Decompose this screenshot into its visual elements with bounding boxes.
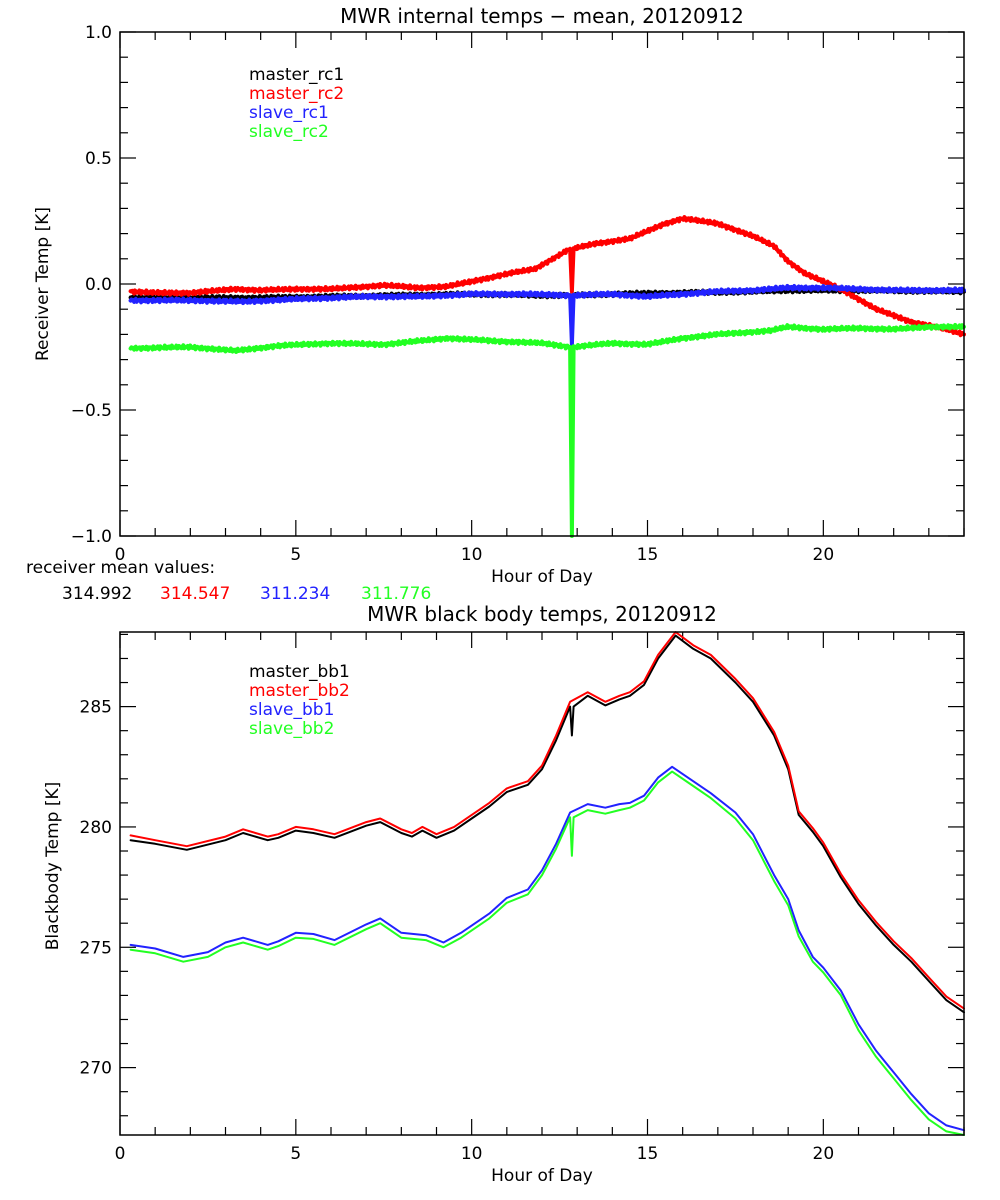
mean-value: 311.234 bbox=[260, 584, 330, 604]
x-tick-label: 15 bbox=[637, 545, 659, 565]
legend-entry-master-bb1: master_bb1 bbox=[249, 662, 350, 682]
y-tick-label: −0.5 bbox=[71, 401, 112, 421]
legend-entry-slave-bb2: slave_bb2 bbox=[249, 719, 334, 739]
legend-entry-master-bb2: master_bb2 bbox=[249, 681, 350, 701]
y-axis-label: Blackbody Temp [K] bbox=[43, 782, 63, 951]
plot-frame bbox=[119, 631, 965, 1136]
legend-entry-slave-rc1: slave_rc1 bbox=[249, 103, 329, 123]
legend-entry-master-rc1: master_rc1 bbox=[249, 65, 344, 85]
series-line-master-bb1 bbox=[129, 634, 965, 1014]
x-tick-label: 5 bbox=[290, 545, 301, 565]
tick-labels: 0 5 10 15 20 270 275 280 285 bbox=[80, 698, 835, 1164]
y-tick-label: 0.5 bbox=[85, 149, 112, 169]
series-line-master-rc2 bbox=[128, 215, 966, 338]
legend-entry-master-rc2: master_rc2 bbox=[249, 84, 344, 104]
y-tick-label: 270 bbox=[80, 1059, 112, 1079]
series-line-slave-bb1 bbox=[129, 765, 965, 1132]
y-axis-label: Receiver Temp [K] bbox=[33, 207, 53, 361]
x-tick-label: 10 bbox=[461, 545, 483, 565]
series-line-master-bb2 bbox=[129, 631, 965, 1010]
x-axis-label: Hour of Day bbox=[491, 567, 593, 587]
series-group bbox=[129, 631, 965, 1136]
series-group bbox=[128, 215, 966, 538]
mean-value: 314.992 bbox=[62, 584, 132, 604]
series-line-slave-bb2 bbox=[129, 770, 965, 1136]
y-tick-label: 280 bbox=[80, 818, 112, 838]
y-tick-label: 285 bbox=[80, 698, 112, 718]
x-tick-label: 0 bbox=[115, 1144, 126, 1164]
plot-frame bbox=[119, 31, 965, 537]
legend-entry-slave-rc2: slave_rc2 bbox=[249, 122, 329, 142]
legend-entry-slave-bb1: slave_bb1 bbox=[249, 700, 334, 720]
x-tick-label: 0 bbox=[115, 545, 126, 565]
mean-values: 314.992 314.547 311.234 311.776 bbox=[62, 584, 431, 604]
y-tick-label: 1.0 bbox=[85, 23, 112, 43]
mean-value: 314.547 bbox=[160, 584, 230, 604]
axis-ticks bbox=[119, 31, 965, 537]
x-tick-label: 5 bbox=[290, 1144, 301, 1164]
tick-labels: 0 5 10 15 20 −1.0 −0.5 0.0 0.5 1.0 bbox=[71, 23, 834, 565]
y-tick-label: 275 bbox=[80, 938, 112, 958]
axis-ticks bbox=[119, 632, 965, 1135]
mean-value: 311.776 bbox=[361, 584, 431, 604]
blackbody-temp-chart: MWR black body temps, 20120912 0 5 10 15 20 2… bbox=[43, 602, 965, 1186]
chart-title: MWR internal temps − mean, 20120912 bbox=[340, 4, 744, 28]
series-line-slave-rc2 bbox=[128, 322, 966, 538]
y-tick-label: −1.0 bbox=[71, 527, 112, 547]
x-tick-label: 15 bbox=[637, 1144, 659, 1164]
x-tick-label: 20 bbox=[813, 1144, 835, 1164]
chart-title: MWR black body temps, 20120912 bbox=[367, 602, 717, 626]
mean-values-label: receiver mean values: bbox=[26, 558, 215, 578]
x-tick-label: 20 bbox=[813, 545, 835, 565]
x-axis-label: Hour of Day bbox=[491, 1166, 593, 1186]
x-tick-label: 10 bbox=[461, 1144, 483, 1164]
series-line-slave-rc1 bbox=[128, 283, 966, 347]
y-tick-label: 0.0 bbox=[85, 275, 112, 295]
receiver-temp-chart: MWR internal temps − mean, 20120912 0 5 10… bbox=[26, 4, 966, 604]
